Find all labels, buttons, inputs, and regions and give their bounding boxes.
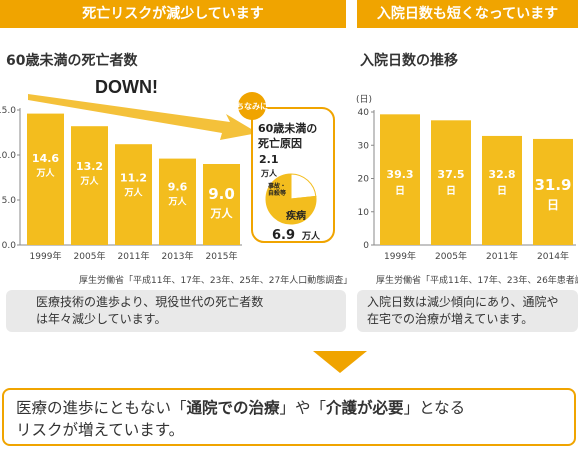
conclusion-line1: 医療の進歩にともない「通院での治療」や「介護が必要」となる (16, 397, 562, 419)
left-note-box: 医療技術の進歩より、現役世代の死亡者数 は年々減少しています。 (6, 290, 346, 332)
left-x-tick-label: 2015年 (206, 250, 238, 262)
left-bar-value-label: 9.0 (208, 185, 235, 203)
left-bar-value-label: 13.2 (76, 160, 103, 173)
left-source-note: 厚生労働省「平成11年、17年、23年、25年、27年人口動態調査」 (79, 276, 353, 286)
callout-accident-value: 2.1 (259, 153, 279, 166)
right-bar (431, 120, 471, 245)
left-x-tick-label: 2005年 (74, 250, 106, 262)
right-note-line2: 在宅での治療が増えています。 (367, 312, 534, 326)
left-bar-unit-label: 万人 (123, 186, 143, 198)
left-bar-value-label: 9.6 (168, 181, 188, 194)
down-arrow-icon (313, 351, 367, 373)
right-bar-value-label: 32.8 (488, 168, 515, 181)
right-bar (533, 138, 573, 245)
left-x-tick-label: 1999年 (30, 250, 62, 262)
left-bar-unit-label: 万人 (210, 206, 234, 220)
right-bar-unit-label: 日 (446, 185, 456, 197)
right-y-tick-label: 40 (358, 108, 370, 118)
left-bar (203, 164, 240, 245)
left-x-tick-label: 2011年 (118, 250, 150, 262)
conclusion-text-3: 」となる (403, 399, 466, 417)
left-y-tick-label: 15.0 (0, 106, 16, 116)
conclusion-text-2: 」や「 (279, 399, 327, 417)
right-bar-value-label: 39.3 (386, 168, 413, 181)
right-bar-value-label: 37.5 (437, 168, 464, 181)
right-chart-subtitle: 入院日数の推移 (360, 53, 458, 69)
right-bar-value-label: 31.9 (534, 176, 571, 194)
left-bar-unit-label: 万人 (79, 175, 99, 187)
callout-tag: ちなみに (236, 102, 268, 111)
right-note-box: 入院日数は減少傾向にあり、通院や 在宅での治療が増えています。 (357, 290, 578, 332)
conclusion-bold-1: 通院での治療 (186, 399, 280, 417)
left-y-tick-label: 0.0 (2, 241, 17, 251)
left-x-tick-label: 2013年 (162, 250, 194, 262)
left-bar-value-label: 14.6 (32, 152, 59, 165)
left-bar-unit-label: 万人 (35, 167, 55, 179)
right-bar (482, 135, 522, 245)
right-x-tick-label: 2005年 (435, 250, 467, 262)
pie-slice-accident (290, 173, 317, 200)
left-y-tick-label: 10.0 (0, 151, 16, 161)
right-y-tick-label: 20 (358, 175, 370, 185)
right-x-tick-label: 2011年 (486, 250, 518, 262)
callout-title-line2: 死亡原因 (258, 136, 302, 150)
left-bar (115, 144, 152, 245)
right-y-axis-label: (日) (356, 94, 372, 105)
callout-accident-unit: 万人 (260, 168, 278, 178)
header-right: 入院日数も短くなっています (357, 0, 578, 28)
right-bar-unit-label: 日 (395, 185, 405, 197)
callout-tag-badge (238, 92, 266, 120)
right-bar-unit-label: 日 (497, 185, 507, 197)
right-bar (380, 114, 420, 245)
conclusion-bold-2: 介護が必要 (326, 399, 404, 417)
conclusion-box: 医療の進歩にともない「通院での治療」や「介護が必要」となる リスクが増えています… (2, 388, 576, 446)
left-bar-value-label: 11.2 (120, 171, 147, 184)
pie-slice-disease (265, 173, 317, 225)
left-chart-subtitle: 60歳未満の死亡者数 (6, 53, 138, 69)
left-bar (71, 126, 108, 245)
callout-disease-label: 疾病 (286, 209, 306, 222)
callout-title-line1: 60歳未満の (258, 121, 317, 135)
header-left: 死亡リスクが減少しています (0, 0, 346, 28)
right-source-note: 厚生労働省「平成11年、17年、23年、26年患者調査」 (376, 276, 578, 286)
right-note-line1: 入院日数は減少傾向にあり、通院や (367, 295, 559, 309)
right-y-tick-label: 30 (358, 141, 370, 151)
callout-disease-value: 6.9 (272, 228, 295, 243)
callout-disease-unit: 万人 (301, 230, 321, 242)
left-bar (27, 113, 64, 245)
left-bar-unit-label: 万人 (167, 196, 187, 208)
right-y-tick-label: 10 (358, 208, 370, 218)
callout-accident-label-line1: 事故・ (268, 182, 286, 190)
right-bar-unit-label: 日 (547, 198, 559, 212)
left-note-line1: 医療技術の進歩より、現役世代の死亡者数 (36, 295, 264, 309)
down-trend-arrow-icon (28, 94, 258, 140)
conclusion-line2: リスクが増えています。 (16, 421, 185, 439)
down-label: DOWN! (95, 77, 158, 97)
left-y-tick-label: 5.0 (2, 196, 17, 206)
right-x-tick-label: 1999年 (384, 250, 416, 262)
left-bar (159, 158, 196, 245)
conclusion-text-1: 医療の進歩にともない「 (16, 399, 187, 417)
right-y-tick-label: 0 (363, 241, 369, 251)
callout-accident-label-line2: 自殺等 (268, 189, 286, 197)
left-note-line2: は年々減少しています。 (36, 312, 167, 326)
right-x-tick-label: 2014年 (537, 250, 569, 262)
